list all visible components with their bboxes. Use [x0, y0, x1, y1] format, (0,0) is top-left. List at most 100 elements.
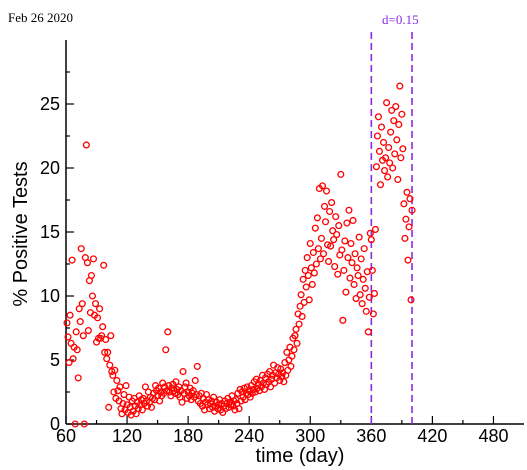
data-point: [320, 202, 329, 210]
data-point: [330, 236, 338, 244]
data-point: [353, 264, 361, 272]
data-point: [105, 403, 113, 411]
data-point: [114, 387, 122, 395]
corner-date-label: Feb 26 2020: [8, 10, 73, 25]
data-point: [251, 388, 259, 396]
data-point: [391, 150, 399, 158]
data-point: [385, 143, 393, 152]
data-point: [111, 366, 119, 374]
data-point: [246, 393, 254, 401]
data-point: [374, 113, 383, 121]
data-point: [372, 163, 380, 171]
data-point: [303, 254, 311, 262]
data-point: [371, 225, 379, 233]
data-point: [159, 379, 167, 387]
data-point: [143, 402, 151, 410]
data-point: [367, 236, 375, 244]
data-point: [343, 219, 351, 227]
data-point: [360, 245, 368, 253]
data-point: [405, 223, 413, 231]
data-point: [69, 355, 77, 363]
data-point: [307, 264, 315, 272]
data-point: [339, 316, 347, 324]
data-point: [357, 255, 365, 263]
data-point: [283, 348, 291, 356]
data-point: [299, 275, 307, 283]
x-tick-label: 240: [234, 426, 264, 446]
x-tick-label: 360: [356, 426, 386, 446]
x-tick-label: 180: [173, 426, 203, 446]
data-point: [237, 397, 245, 405]
data-point: [407, 296, 415, 304]
data-point: [310, 269, 318, 277]
data-point: [314, 245, 322, 253]
data-point: [392, 103, 400, 111]
data-point: [293, 339, 301, 347]
data-point: [302, 283, 310, 291]
data-point: [295, 320, 303, 328]
data-point: [335, 222, 343, 230]
data-point: [134, 405, 142, 413]
data-point: [365, 293, 373, 301]
data-point: [373, 132, 381, 140]
data-point: [406, 195, 414, 203]
data-point: [311, 224, 319, 232]
data-point: [354, 271, 362, 280]
data-point: [393, 136, 401, 144]
data-point: [82, 141, 90, 149]
y-tick-label: 15: [40, 222, 60, 242]
data-point: [362, 307, 370, 315]
data-point: [408, 206, 416, 214]
data-point: [369, 310, 377, 318]
y-axis-title: % Positive Tests: [10, 161, 32, 306]
data-point: [397, 154, 405, 162]
data-point: [312, 260, 320, 268]
data-point: [297, 291, 305, 299]
data-point: [84, 327, 92, 335]
data-point: [327, 242, 335, 250]
data-point: [304, 271, 312, 280]
x-tick-label: 480: [478, 426, 508, 446]
data-point: [193, 362, 201, 370]
marker-annotation: d=0.15: [382, 12, 419, 27]
data-point: [377, 123, 386, 131]
data-point: [122, 382, 130, 390]
data-point: [352, 295, 360, 303]
data-point: [68, 256, 76, 264]
data-point: [384, 173, 392, 181]
data-point: [317, 234, 326, 242]
data-point: [178, 398, 186, 406]
data-point: [179, 367, 187, 376]
data-point: [276, 376, 284, 385]
data-point: [113, 376, 121, 385]
data-point: [389, 164, 397, 172]
data-point: [400, 200, 408, 208]
data-point: [288, 352, 296, 360]
data-point: [119, 399, 127, 408]
data-point: [390, 117, 398, 125]
x-tick-label: 120: [112, 426, 142, 446]
data-point: [399, 145, 407, 153]
data-point: [83, 259, 91, 267]
data-point: [182, 379, 190, 387]
data-point: [342, 288, 350, 296]
data-point: [141, 383, 149, 391]
data-point: [316, 255, 324, 263]
data-point: [65, 359, 73, 367]
data-point: [388, 106, 396, 114]
data-point: [267, 383, 275, 391]
data-point: [74, 374, 82, 382]
data-point: [63, 319, 71, 327]
data-point: [328, 199, 336, 207]
x-tick-label: 300: [295, 426, 325, 446]
data-point: [329, 227, 337, 235]
data-point: [396, 82, 404, 90]
data-point: [92, 338, 101, 346]
data-point: [376, 181, 385, 189]
data-point: [305, 296, 313, 304]
data-point: [277, 365, 285, 373]
data-point: [331, 263, 339, 271]
data-point: [402, 215, 410, 223]
data-point: [99, 323, 107, 331]
